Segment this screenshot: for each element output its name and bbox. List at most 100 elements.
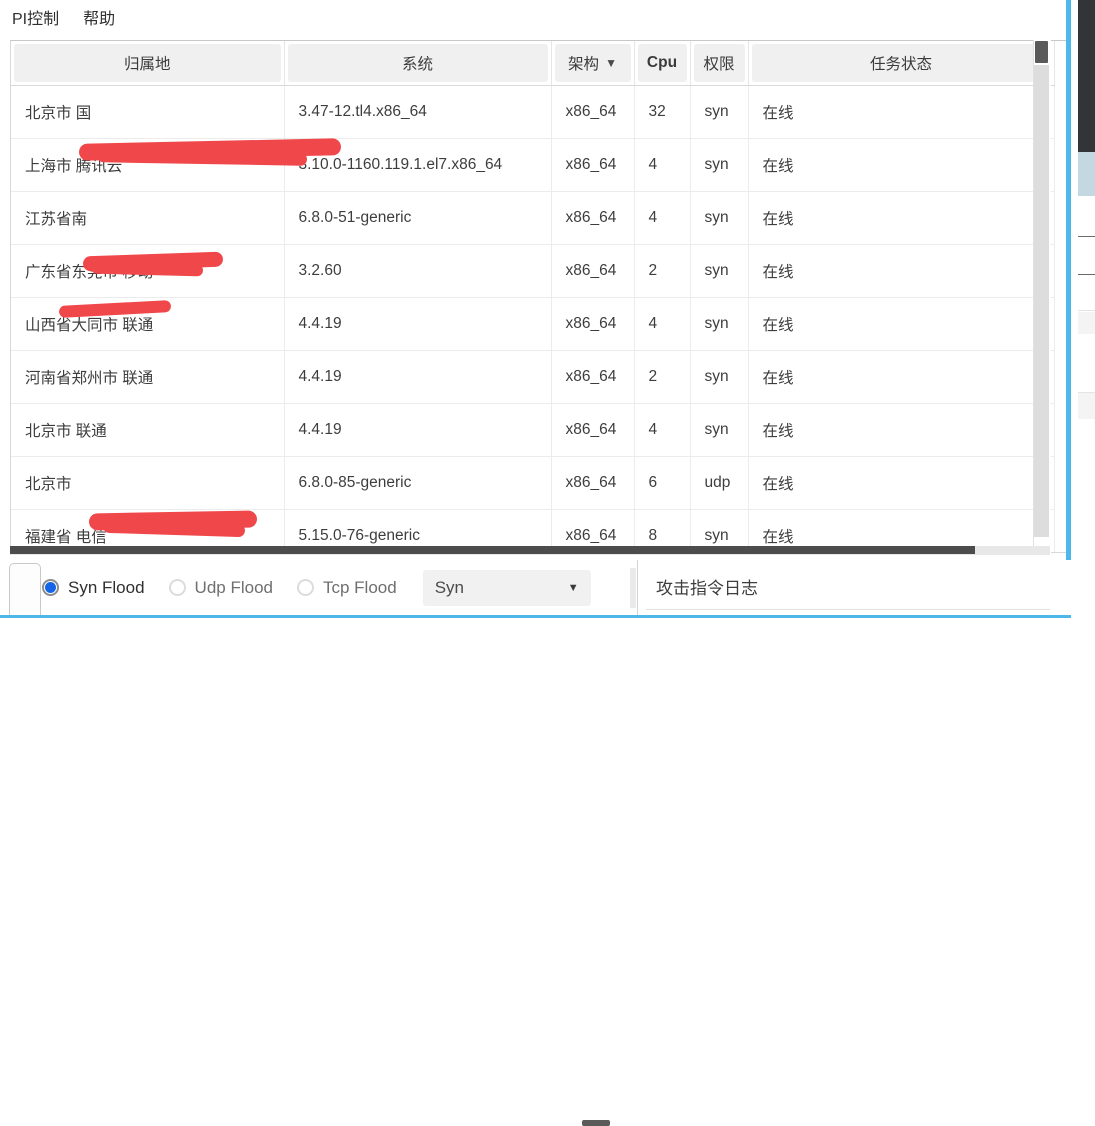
cell-location: 河南省郑州市 联通 <box>11 351 284 404</box>
background-row-band <box>1078 312 1095 334</box>
radio-button-icon[interactable] <box>169 579 186 596</box>
cell-system: 3.10.0-1160.119.1.el7.x86_64 <box>284 139 551 192</box>
cell-cpu: 2 <box>634 245 690 298</box>
menu-api-control[interactable]: PI控制 <box>0 3 71 31</box>
radio-udp-flood[interactable]: Udp Flood <box>169 578 273 598</box>
cell-status: 在线 <box>748 192 1054 245</box>
background-row-band <box>1078 393 1095 419</box>
attack-mode-select[interactable]: Syn ▼ <box>423 570 591 606</box>
cell-arch: x86_64 <box>551 245 634 298</box>
radio-button-icon[interactable] <box>42 579 59 596</box>
cell-arch: x86_64 <box>551 298 634 351</box>
bottom-control-bar: Syn Flood Udp Flood Tcp Flood Syn ▼ 攻击指令… <box>0 560 1095 615</box>
cell-status: 在线 <box>748 86 1054 139</box>
attack-log-panel: 攻击指令日志 <box>637 560 1058 615</box>
bottom-left-panel-stub <box>9 563 41 615</box>
radio-button-icon[interactable] <box>297 579 314 596</box>
column-header-permission-label: 权限 <box>703 52 734 74</box>
cell-permission: syn <box>690 351 748 404</box>
cell-location: 江苏省南 <box>11 192 284 245</box>
attack-mode-controls: Syn Flood Udp Flood Tcp Flood Syn ▼ <box>42 560 591 615</box>
cell-system: 6.8.0-85-generic <box>284 457 551 510</box>
cell-status: 在线 <box>748 245 1054 298</box>
cell-location: 广东省东莞市 移动 <box>11 245 284 298</box>
cell-arch: x86_64 <box>551 86 634 139</box>
radio-syn-flood-label: Syn Flood <box>68 578 145 598</box>
column-header-arch[interactable]: 架构 ▼ <box>551 41 634 86</box>
cell-system: 4.4.19 <box>284 298 551 351</box>
cell-location: 山西省大同市 联通 <box>11 298 284 351</box>
column-header-arch-label: 架构 <box>568 52 599 74</box>
column-header-system-label: 系统 <box>402 52 433 74</box>
cell-cpu: 4 <box>634 298 690 351</box>
cell-status: 在线 <box>748 351 1054 404</box>
cell-status: 在线 <box>748 298 1054 351</box>
cell-location: 北京市 联通 <box>11 404 284 457</box>
cell-system: 6.8.0-51-generic <box>284 192 551 245</box>
column-header-status-label: 任务状态 <box>870 52 932 74</box>
cell-permission: syn <box>690 298 748 351</box>
cell-arch: x86_64 <box>551 404 634 457</box>
column-header-permission[interactable]: 权限 <box>690 41 748 86</box>
radio-tcp-flood[interactable]: Tcp Flood <box>297 578 397 598</box>
application-window: PI控制 帮助 归属地 系统 架构 <box>0 0 1071 618</box>
column-header-cpu-label: Cpu <box>647 54 677 72</box>
cell-cpu: 4 <box>634 139 690 192</box>
cell-system: 3.2.60 <box>284 245 551 298</box>
vertical-scrollbar-thumb[interactable] <box>1035 41 1048 63</box>
radio-tcp-flood-label: Tcp Flood <box>323 578 397 598</box>
background-row-divider <box>1078 236 1095 237</box>
cell-permission: udp <box>690 457 748 510</box>
cell-status: 在线 <box>748 139 1054 192</box>
column-header-system[interactable]: 系统 <box>284 41 551 86</box>
column-header-location-label: 归属地 <box>124 52 171 74</box>
horizontal-scrollbar-thumb[interactable] <box>10 546 975 554</box>
background-dark-panel <box>1078 0 1095 152</box>
table-header-row: 归属地 系统 架构 ▼ Cpu 权限 <box>11 41 1054 86</box>
radio-syn-flood[interactable]: Syn Flood <box>42 578 145 598</box>
log-scrollbar-stub[interactable] <box>630 568 636 608</box>
vertical-scrollbar-lower[interactable] <box>1034 65 1049 537</box>
device-table-viewport[interactable]: 归属地 系统 架构 ▼ Cpu 权限 <box>10 40 1069 553</box>
menu-bar: PI控制 帮助 <box>0 2 1061 32</box>
scroll-nub[interactable] <box>582 1120 610 1126</box>
cell-system: 4.4.19 <box>284 404 551 457</box>
chevron-down-icon[interactable]: ▼ <box>568 582 579 594</box>
menu-help[interactable]: 帮助 <box>71 3 127 31</box>
cell-location: 北京市 <box>11 457 284 510</box>
column-header-cpu[interactable]: Cpu <box>634 41 690 86</box>
cell-permission: syn <box>690 86 748 139</box>
cell-status: 在线 <box>748 457 1054 510</box>
column-header-location[interactable]: 归属地 <box>11 41 284 86</box>
attack-log-underline <box>646 609 1050 610</box>
cell-cpu: 4 <box>634 404 690 457</box>
background-row-divider <box>1078 310 1095 311</box>
cell-permission: syn <box>690 139 748 192</box>
cell-permission: syn <box>690 192 748 245</box>
background-row-divider <box>1078 274 1095 275</box>
cell-permission: syn <box>690 245 748 298</box>
cell-arch: x86_64 <box>551 139 634 192</box>
background-blue-band <box>1078 152 1095 196</box>
cell-cpu: 6 <box>634 457 690 510</box>
column-header-status[interactable]: 任务状态 <box>748 41 1054 86</box>
cell-system: 3.47-12.tl4.x86_64 <box>284 86 551 139</box>
cell-cpu: 2 <box>634 351 690 404</box>
cell-arch: x86_64 <box>551 457 634 510</box>
radio-udp-flood-label: Udp Flood <box>195 578 273 598</box>
sort-descending-icon[interactable]: ▼ <box>605 56 617 70</box>
attack-log-title: 攻击指令日志 <box>656 574 758 599</box>
cell-cpu: 4 <box>634 192 690 245</box>
cell-arch: x86_64 <box>551 192 634 245</box>
cell-location: 北京市 国 <box>11 86 284 139</box>
cell-system: 4.4.19 <box>284 351 551 404</box>
